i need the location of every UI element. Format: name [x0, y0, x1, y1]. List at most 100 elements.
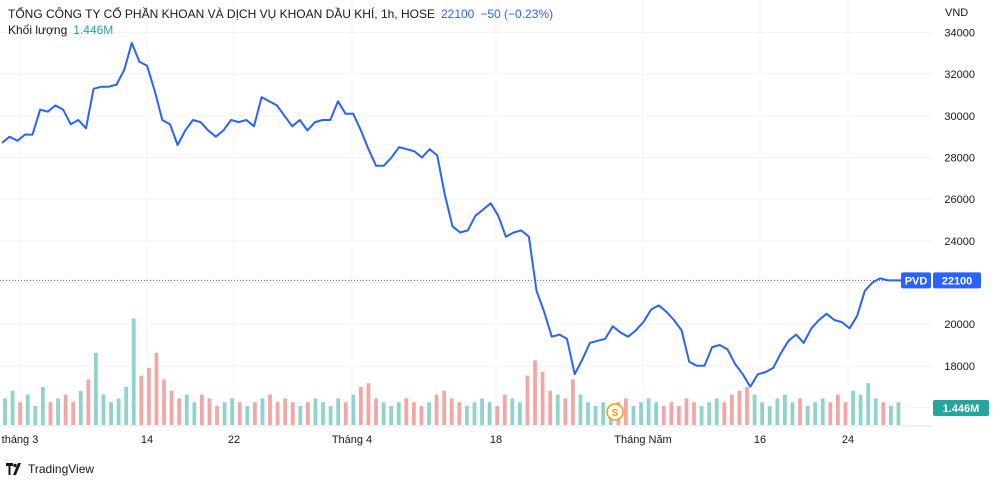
volume-bar [366, 383, 371, 425]
volume-bar [722, 402, 727, 425]
y-tick-label: 26000 [944, 194, 975, 206]
volume-bar [593, 406, 598, 425]
volume-bar [336, 398, 341, 425]
volume-tag-text: 1.446M [943, 403, 980, 415]
volume-bar [230, 398, 235, 425]
volume-bar [25, 394, 30, 425]
y-tick-label: 18000 [944, 361, 975, 373]
dividend-marker-text: S [612, 408, 619, 419]
tradingview-logo[interactable]: TradingView [6, 462, 94, 476]
volume-bar [40, 387, 45, 425]
volume-bar [101, 394, 106, 425]
volume-bar [676, 406, 681, 425]
volume-bar [116, 398, 121, 425]
volume-bar [131, 318, 136, 425]
x-tick-label: 18 [490, 434, 502, 446]
volume-bar [351, 394, 356, 425]
volume-bar [775, 398, 780, 425]
y-axis: 1600018000200002200024000260002800030000… [944, 28, 975, 415]
volume-value: 1.446M [73, 23, 114, 37]
volume-bar [639, 402, 643, 425]
volume-bar [10, 390, 15, 425]
volume-bar [661, 406, 666, 425]
volume-bar [3, 398, 7, 425]
volume-bar [805, 406, 810, 425]
volume-bar [480, 398, 484, 425]
volume-bar [669, 402, 674, 425]
volume-bar [631, 406, 636, 425]
volume-bar [813, 402, 818, 425]
volume-bar [684, 398, 689, 425]
volume-bar [692, 402, 696, 425]
price-tag-text: 22100 [942, 275, 973, 287]
volume-bar [222, 402, 227, 425]
volume-bar [707, 402, 712, 425]
volume-bar [782, 394, 787, 425]
volume-bar [820, 398, 825, 425]
volume-bar [162, 379, 166, 425]
dividend-marker[interactable]: S [606, 403, 624, 421]
volume-bar [283, 398, 288, 425]
axis-tags: PVD 22100 1.446M [901, 272, 989, 416]
x-tick-label: 24 [842, 434, 854, 446]
volume-bar [828, 402, 833, 425]
volume-bar [457, 402, 462, 425]
volume-bar [48, 402, 53, 425]
volume-bar [260, 398, 265, 425]
last-price: 22100 [440, 7, 475, 21]
volume-bar [396, 402, 401, 425]
y-tick-label: 24000 [944, 236, 975, 248]
price-change: −50 (−0.23%) [480, 7, 554, 21]
y-tick-label: 20000 [944, 319, 975, 331]
x-tick-label: Tháng 4 [332, 434, 372, 446]
y-tick-label: 32000 [944, 69, 975, 81]
volume-bar [184, 394, 189, 425]
volume-bar [192, 402, 197, 425]
volume-bar [699, 406, 704, 425]
volume-bar [790, 402, 795, 425]
volume-bar [835, 394, 840, 425]
volume-bar [389, 406, 394, 425]
volume-bar [548, 390, 553, 425]
currency-label: VND [945, 7, 969, 19]
volume-bar [495, 406, 500, 425]
volume-bar [888, 406, 893, 425]
volume-bar [563, 398, 568, 425]
x-tick-label: tháng 3 [2, 434, 39, 446]
volume-tag [933, 400, 989, 416]
volume-bar [381, 402, 386, 425]
volume-bar [843, 402, 848, 425]
volume-bar [146, 368, 151, 425]
volume-bar [434, 394, 439, 425]
price-line [1, 41, 903, 388]
price-line-group [0, 41, 932, 388]
volume-bar [328, 406, 333, 425]
volume-bar [767, 406, 772, 425]
volume-bar [215, 406, 219, 425]
volume-bar [56, 398, 60, 425]
price-tag [933, 272, 981, 289]
volume-bar [427, 402, 431, 425]
volume-bar [472, 402, 477, 425]
volume-bar [305, 402, 310, 425]
volume-bar [374, 398, 378, 425]
volume-bar [404, 398, 409, 425]
y-tick-label: 30000 [944, 111, 975, 123]
volume-bar [169, 390, 174, 425]
volume-bar [71, 402, 76, 425]
volume-bar [411, 402, 416, 425]
volume-bar [268, 394, 272, 425]
x-tick-label: 22 [228, 434, 240, 446]
volume-bar [570, 379, 575, 425]
volume-bar [745, 387, 749, 425]
volume-bar [540, 371, 545, 425]
volume-bar [533, 360, 537, 425]
volume-bar [646, 398, 651, 425]
volume-bar [714, 398, 719, 425]
volume-bar [586, 402, 590, 425]
x-axis: tháng 3 14 22 Tháng 4 18 Tháng Năm 16 24 [0, 425, 932, 446]
volume-bar [78, 390, 83, 425]
volume-bar [86, 379, 91, 425]
symbol-tag [901, 272, 931, 289]
